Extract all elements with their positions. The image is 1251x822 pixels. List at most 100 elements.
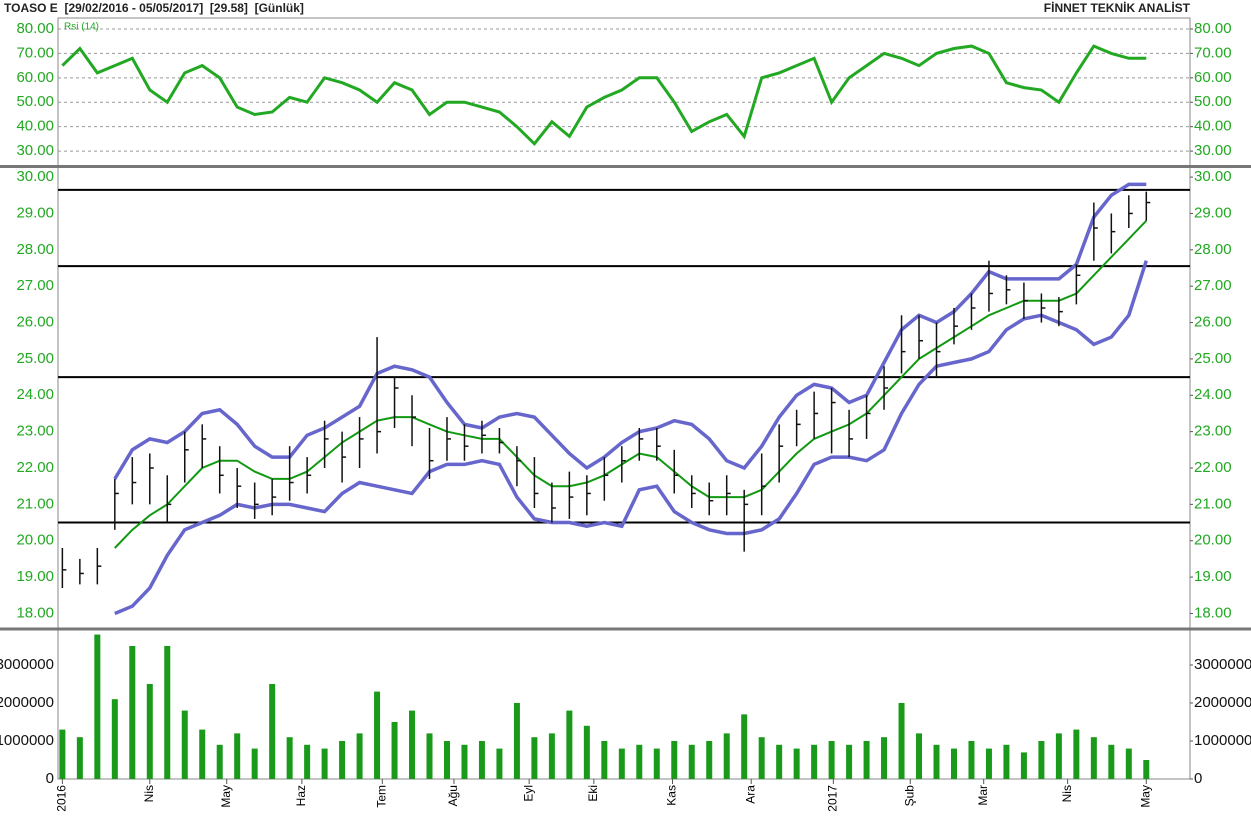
volume-bar: [409, 710, 416, 779]
volume-bar: [688, 744, 695, 779]
volume-bar: [985, 748, 992, 779]
x-tick-label: Mar: [976, 785, 990, 806]
x-tick-label: Nis: [142, 785, 156, 802]
header-brand: FİNNET TEKNİK ANALİST: [1044, 0, 1191, 15]
bollinger-band: [113, 182, 1147, 480]
y-tick-label: 27.00: [16, 277, 54, 294]
panel-label: Rsi (14): [64, 22, 99, 33]
volume-bar: [916, 733, 923, 779]
y-tick-label: 2000000: [1194, 694, 1251, 711]
y-tick-label: 25.00: [1194, 350, 1232, 367]
volume-bar: [583, 725, 590, 779]
volume-bar: [758, 737, 765, 779]
y-tick-label: 30.00: [1194, 168, 1232, 185]
y-tick-label: 28.00: [1194, 241, 1232, 258]
volume-bar: [793, 748, 800, 779]
volume-bar: [461, 744, 468, 779]
moving-average: [114, 220, 1148, 549]
x-tick-label: Şub: [902, 785, 916, 807]
volume-bar: [286, 737, 293, 779]
volume-bar: [269, 683, 276, 779]
volume-bar: [706, 740, 713, 779]
volume-bar: [356, 733, 363, 779]
volume-bar: [811, 744, 818, 779]
y-tick-label: 0: [1194, 770, 1202, 787]
y-tick-label: 70.00: [1194, 44, 1232, 61]
y-tick-label: 18.00: [1194, 604, 1232, 621]
y-tick-label: 0: [46, 770, 54, 787]
volume-bar: [968, 740, 975, 779]
volume-bar: [1055, 733, 1062, 779]
x-tick-label: Eki: [586, 785, 600, 802]
volume-bar: [391, 721, 398, 779]
volume-bar: [129, 645, 136, 779]
volume-bar: [531, 737, 538, 779]
x-tick-label: May: [1138, 785, 1152, 808]
volume-bar: [1143, 759, 1150, 779]
x-tick-label: Kas: [665, 785, 679, 806]
volume-bar: [94, 634, 101, 779]
x-tick-label: 2017: [826, 785, 840, 812]
y-tick-label: 60.00: [16, 69, 54, 86]
y-tick-label: 40.00: [1194, 118, 1232, 135]
volume-bar: [321, 748, 328, 779]
volume-bar: [146, 683, 153, 779]
volume-bar: [933, 744, 940, 779]
volume-bar: [1090, 737, 1097, 779]
y-tick-label: 20.00: [16, 532, 54, 549]
x-tick-label: Tem: [374, 785, 388, 808]
volume-bar: [846, 744, 853, 779]
y-tick-label: 80.00: [16, 20, 54, 37]
y-tick-label: 2000000: [0, 694, 54, 711]
y-tick-label: 29.00: [16, 204, 54, 221]
volume-bar: [671, 740, 678, 779]
volume-bar: [339, 740, 346, 779]
volume-bar: [216, 744, 223, 779]
y-tick-label: 29.00: [1194, 204, 1232, 221]
volume-bar: [828, 740, 835, 779]
volume-bar: [199, 729, 206, 779]
volume-bar: [513, 702, 520, 779]
y-tick-label: 60.00: [1194, 69, 1232, 86]
volume-bar: [443, 740, 450, 779]
volume-bar: [426, 733, 433, 779]
header-title: TOASO E [29/02/2016 - 05/05/2017] [29.58…: [4, 1, 304, 15]
y-tick-label: 19.00: [1194, 568, 1232, 585]
y-tick-label: 26.00: [16, 314, 54, 331]
rsi-line: [61, 44, 1147, 147]
x-tick-label: May: [219, 785, 233, 808]
volume-bar: [478, 740, 485, 779]
volume-bar: [566, 710, 573, 779]
y-tick-label: 40.00: [16, 118, 54, 135]
y-tick-label: 30.00: [16, 142, 54, 159]
volume-bar: [111, 699, 118, 779]
volume-bar: [251, 748, 258, 779]
volume-bar: [863, 740, 870, 779]
y-tick-label: 70.00: [16, 44, 54, 61]
volume-bar: [601, 740, 608, 779]
y-tick-label: 24.00: [1194, 386, 1232, 403]
y-tick-label: 80.00: [1194, 20, 1232, 37]
y-tick-label: 28.00: [16, 241, 54, 258]
volume-bar: [496, 748, 503, 779]
x-tick-label: Nis: [1060, 785, 1074, 802]
volume-bar: [76, 737, 83, 779]
volume-bar: [1020, 752, 1027, 779]
volume-bar: [164, 645, 171, 779]
volume-bar: [636, 744, 643, 779]
y-tick-label: 26.00: [1194, 314, 1232, 331]
volume-bar: [723, 733, 730, 779]
y-tick-label: 23.00: [1194, 423, 1232, 440]
y-tick-label: 22.00: [16, 459, 54, 476]
bollinger-band: [114, 260, 1148, 616]
volume-bar: [1003, 744, 1010, 779]
y-tick-label: 50.00: [16, 93, 54, 110]
y-tick-label: 30.00: [16, 168, 54, 185]
volume-bar: [1125, 748, 1132, 779]
y-tick-label: 30.00: [1194, 142, 1232, 159]
y-tick-label: 3000000: [0, 656, 54, 673]
y-tick-label: 3000000: [1194, 656, 1251, 673]
volume-bar: [881, 737, 888, 779]
y-tick-label: 50.00: [1194, 93, 1232, 110]
